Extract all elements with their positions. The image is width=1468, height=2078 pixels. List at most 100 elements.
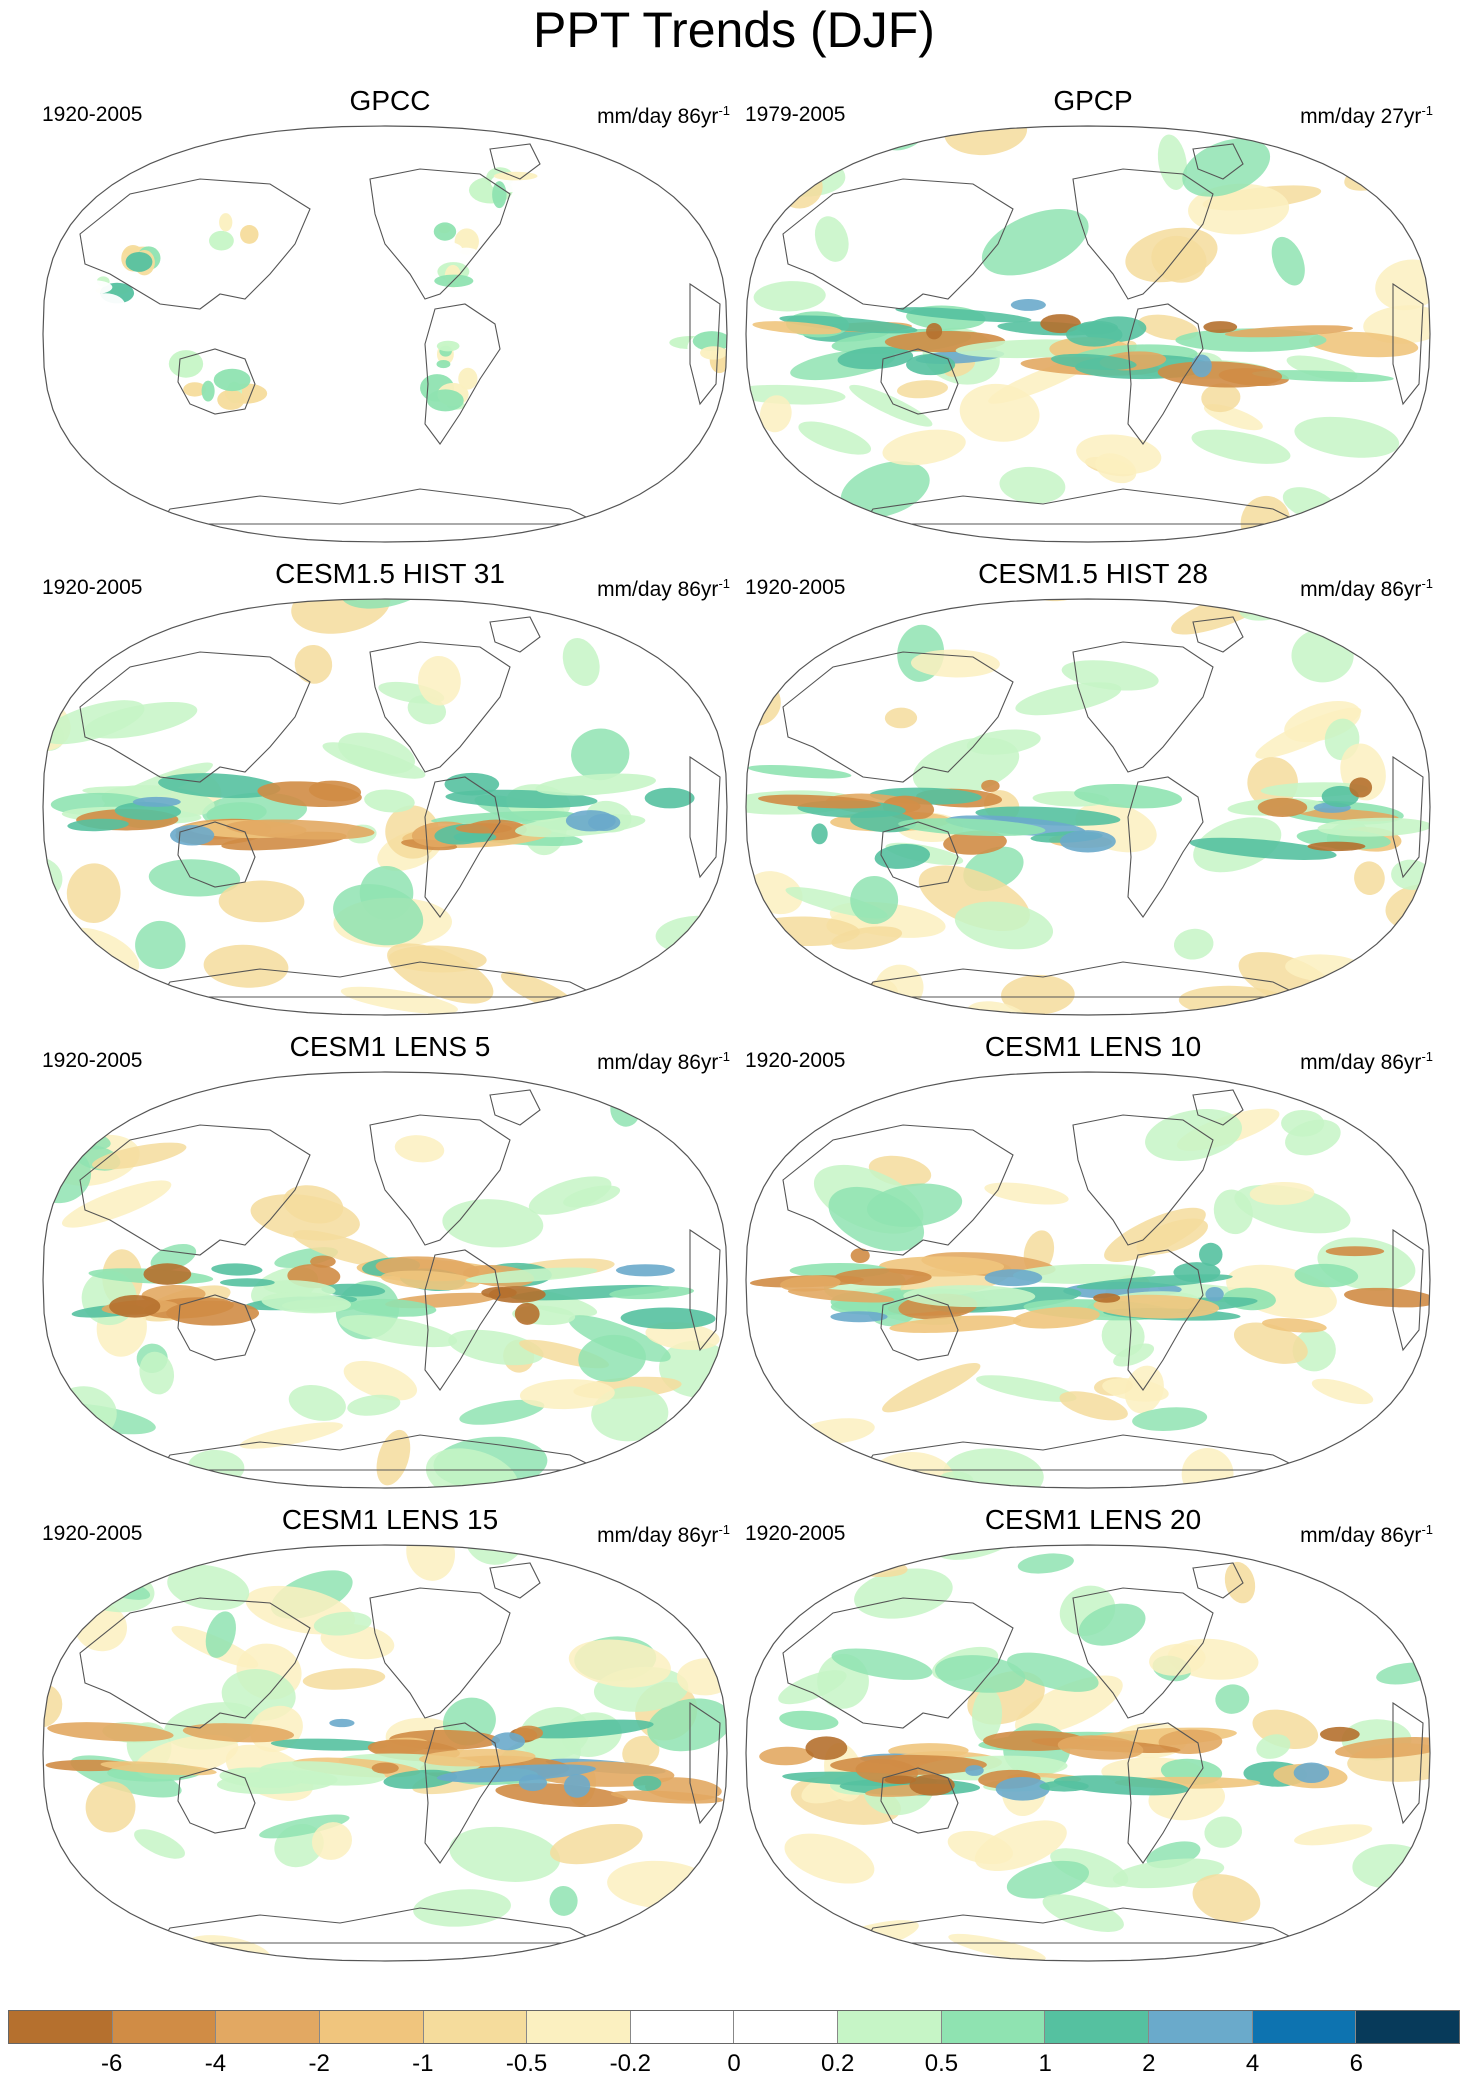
colorbar-swatch xyxy=(1045,2011,1150,2043)
period-label: 1920-2005 xyxy=(745,1049,846,1072)
colorbar-swatch xyxy=(9,2011,113,2043)
coast-antarctica xyxy=(158,1434,601,1471)
coast-north-america xyxy=(1072,168,1214,300)
colorbar-boxes xyxy=(8,2010,1460,2044)
coast-south-america xyxy=(424,776,501,918)
coast-greenland xyxy=(1192,143,1244,180)
units-label: mm/day 86yr-1 xyxy=(1300,571,1433,603)
colorbar-tick-label: 2 xyxy=(1142,2050,1156,2077)
units-exponent: -1 xyxy=(1421,1522,1433,1537)
panel-title: CESM1 LENS 15 xyxy=(281,1504,499,1535)
map-panel: GPCC 1920-2005 mm/day 86yr-1 xyxy=(40,84,740,544)
panel-title: GPCP xyxy=(1053,85,1133,116)
coast-australia xyxy=(880,1294,959,1361)
map-panel: CESM1 LENS 5 1920-2005 mm/day 86yr-1 xyxy=(40,1030,740,1490)
colorbar-swatch xyxy=(112,2011,217,2043)
coast-antarctica xyxy=(861,1907,1304,1944)
units-exponent: -1 xyxy=(718,103,730,118)
coastlines xyxy=(79,1089,721,1471)
units-text: mm/day 27yr xyxy=(1300,105,1422,128)
map-border xyxy=(42,1544,728,1962)
units-exponent: -1 xyxy=(1421,103,1433,118)
colorbar-swatch xyxy=(1149,2011,1253,2043)
coastlines xyxy=(79,616,721,998)
coast-north-america xyxy=(369,168,511,300)
coast-south-america xyxy=(424,1722,501,1864)
map-panel: CESM1 LENS 20 1920-2005 mm/day 86yr-1 xyxy=(743,1503,1443,1963)
coast-south-america xyxy=(1127,1249,1204,1391)
trend-field xyxy=(759,1545,1430,1961)
map-border xyxy=(745,1544,1431,1962)
units-label: mm/day 27yr-1 xyxy=(1300,98,1433,130)
coast-north-america xyxy=(1072,641,1214,773)
period-label: 1920-2005 xyxy=(745,576,846,599)
colorbar-swatch xyxy=(630,2011,735,2043)
map-svg xyxy=(42,598,728,1016)
coast-africa-west xyxy=(1392,755,1424,879)
coastlines xyxy=(782,1089,1424,1471)
coast-antarctica xyxy=(158,488,601,525)
map-panel: CESM1 LENS 10 1920-2005 mm/day 86yr-1 xyxy=(743,1030,1443,1490)
coast-antarctica xyxy=(861,1434,1304,1471)
colorbar-tick-label: -2 xyxy=(308,2050,330,2077)
trend-field xyxy=(43,1545,727,1961)
map-panel: GPCP 1979-2005 mm/day 27yr-1 xyxy=(743,84,1443,544)
coastlines xyxy=(782,1562,1424,1944)
coast-greenland xyxy=(489,1089,541,1126)
coast-greenland xyxy=(489,143,541,180)
coast-australia xyxy=(880,821,959,888)
coast-africa-west xyxy=(1392,282,1424,406)
colorbar-swatch xyxy=(423,2011,528,2043)
map-border xyxy=(745,598,1431,1016)
trend-field xyxy=(746,599,1430,1015)
map-panel: CESM1 LENS 15 1920-2005 mm/day 86yr-1 xyxy=(40,1503,740,1963)
colorbar-swatch xyxy=(1252,2011,1357,2043)
coast-asia xyxy=(782,1124,1014,1256)
map-border xyxy=(745,125,1431,543)
map-svg xyxy=(42,125,728,543)
coast-australia xyxy=(177,1767,256,1834)
coast-africa-west xyxy=(689,755,721,879)
map-border xyxy=(42,125,728,543)
panel-title: CESM1 LENS 20 xyxy=(984,1504,1202,1535)
map-svg xyxy=(42,1071,728,1489)
colorbar-tick-label: -0.5 xyxy=(505,2050,548,2077)
units-text: mm/day 86yr xyxy=(1300,1524,1422,1547)
colorbar-swatch xyxy=(941,2011,1046,2043)
units-exponent: -1 xyxy=(1421,576,1433,591)
coast-australia xyxy=(880,1767,959,1834)
units-label: mm/day 86yr-1 xyxy=(597,1517,730,1549)
colorbar-swatch xyxy=(1356,2011,1459,2043)
coast-africa-west xyxy=(689,282,721,406)
colorbar-tick-label: -4 xyxy=(204,2050,227,2077)
coast-antarctica xyxy=(158,1907,601,1944)
coast-greenland xyxy=(1192,1089,1244,1126)
coast-australia xyxy=(177,348,256,415)
units-text: mm/day 86yr xyxy=(597,1051,719,1074)
coast-north-america xyxy=(369,641,511,773)
colorbar-swatch xyxy=(527,2011,631,2043)
map-border xyxy=(42,1071,728,1489)
map-svg xyxy=(745,125,1431,543)
colorbar-tick-label: -6 xyxy=(101,2050,123,2077)
coast-south-america xyxy=(1127,1722,1204,1864)
period-label: 1920-2005 xyxy=(42,1049,143,1072)
colorbar-swatch xyxy=(734,2011,839,2043)
coast-antarctica xyxy=(158,961,601,998)
colorbar-tick-label: 0.2 xyxy=(821,2050,855,2077)
period-label: 1979-2005 xyxy=(745,103,846,126)
colorbar-tick-label: 4 xyxy=(1245,2050,1260,2077)
units-label: mm/day 86yr-1 xyxy=(1300,1517,1433,1549)
colorbar-tick-label: 0.5 xyxy=(924,2050,959,2077)
period-label: 1920-2005 xyxy=(42,576,143,599)
coast-north-america xyxy=(1072,1114,1214,1246)
coast-australia xyxy=(880,348,959,415)
units-label: mm/day 86yr-1 xyxy=(597,1044,730,1076)
coast-greenland xyxy=(489,1562,541,1599)
coast-australia xyxy=(177,821,256,888)
units-exponent: -1 xyxy=(718,1522,730,1537)
map-svg xyxy=(42,1544,728,1962)
units-text: mm/day 86yr xyxy=(1300,1051,1422,1074)
coast-africa-west xyxy=(689,1701,721,1825)
map-svg xyxy=(745,1544,1431,1962)
